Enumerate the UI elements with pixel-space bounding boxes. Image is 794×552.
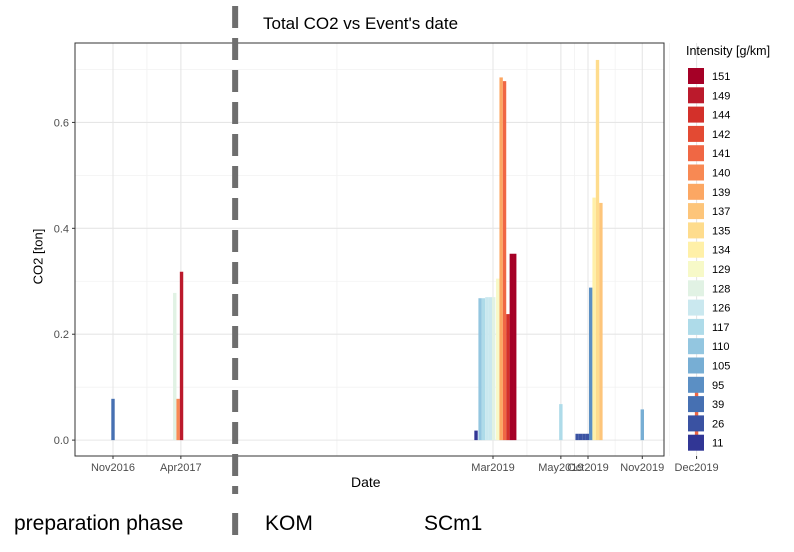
legend-swatch-134 [688, 241, 704, 258]
bar-intensity-140 [176, 398, 180, 441]
x-tick-label: Nov2019 [620, 462, 664, 474]
bar-intensity-141 [502, 81, 507, 441]
bar-intensity-134 [592, 197, 596, 441]
phase-label-scm1: SCm1 [424, 512, 483, 535]
bar-intensity-117 [481, 298, 486, 441]
legend-label-144: 144 [712, 110, 730, 122]
bar-intensity-26 [582, 433, 586, 441]
legend-label-11: 11 [712, 438, 723, 450]
legend-label-135: 135 [712, 225, 730, 237]
legend-title: Intensity [g/km] [686, 44, 771, 58]
legend-swatch-137 [688, 203, 704, 220]
legend-label-95: 95 [712, 380, 724, 392]
legend-label-26: 26 [712, 418, 724, 430]
legend-label-117: 117 [712, 322, 730, 334]
bar-intensity-139 [499, 77, 503, 441]
bar-intensity-129 [496, 278, 500, 441]
legend-swatch-117 [688, 318, 704, 335]
x-tick-label: Dec2019 [675, 462, 719, 474]
legend-swatch-142 [688, 125, 704, 142]
bar-intensity-26 [575, 433, 579, 441]
x-tick-label: Oct2019 [567, 462, 609, 474]
legend-label-137: 137 [712, 206, 730, 218]
legend-label-151: 151 [712, 71, 730, 83]
x-axis-label: Date [351, 474, 381, 490]
bar-intensity-110 [478, 298, 482, 441]
bar-intensity-144 [506, 314, 510, 441]
bar-intensity-151 [513, 253, 517, 441]
bar-intensity-11 [474, 430, 478, 441]
chart-title: Total CO2 vs Event's date [263, 14, 459, 33]
bar-intensity-126 [485, 297, 489, 441]
x-tick-label: Mar2019 [471, 462, 514, 474]
legend-label-139: 139 [712, 187, 730, 199]
bar-intensity-149 [179, 271, 184, 441]
x-tick-label: Apr2017 [160, 462, 202, 474]
bar-intensity-126 [488, 297, 492, 441]
legend-label-39: 39 [712, 399, 724, 411]
bar-intensity-135 [595, 59, 600, 441]
bar-intensity-151 [509, 253, 514, 441]
bar-intensity-128 [173, 292, 177, 441]
legend-swatch-149 [688, 87, 704, 104]
legend-label-129: 129 [712, 264, 730, 276]
x-tick-label: Nov2016 [91, 462, 135, 474]
bar-intensity-26 [585, 433, 590, 441]
legend-swatch-11 [688, 434, 704, 451]
bar-intensity-26 [578, 433, 583, 441]
legend-swatch-144 [688, 106, 704, 123]
legend-label-149: 149 [712, 90, 730, 102]
legend-label-140: 140 [712, 168, 730, 180]
y-tick-label: 0.0 [54, 435, 69, 447]
legend-swatch-141 [688, 145, 704, 162]
legend-label-110: 110 [712, 341, 730, 353]
legend-label-126: 126 [712, 303, 730, 315]
legend-swatch-139 [688, 183, 704, 200]
legend-swatch-126 [688, 299, 704, 316]
bar-intensity-128 [491, 297, 496, 441]
legend-swatch-135 [688, 222, 704, 239]
bar-intensity-105 [640, 409, 644, 441]
x-tick-label: May2019 [538, 462, 583, 474]
bar-intensity-137 [599, 202, 603, 441]
y-tick-label: 0.6 [54, 117, 69, 129]
phase-label-preparation: preparation phase [14, 512, 184, 535]
bar-intensity-39 [111, 398, 115, 441]
legend-swatch-95 [688, 376, 704, 393]
legend-swatch-129 [688, 261, 704, 277]
legend-label-141: 141 [712, 148, 730, 160]
y-tick-label: 0.4 [54, 223, 69, 235]
legend-swatch-39 [688, 396, 704, 413]
bar-intensity-95 [589, 287, 593, 441]
legend-swatch-140 [688, 164, 704, 181]
legend-label-134: 134 [712, 245, 730, 257]
legend-swatch-151 [688, 68, 704, 84]
phase-label-kom: KOM [265, 512, 313, 535]
bar-intensity-117 [559, 404, 563, 441]
y-axis-label: CO2 [ton] [30, 228, 46, 285]
legend-swatch-128 [688, 280, 704, 297]
legend-label-142: 142 [712, 129, 730, 141]
y-tick-label: 0.2 [54, 329, 69, 341]
legend-swatch-26 [688, 415, 704, 432]
plot-panel-border [74, 42, 665, 457]
legend-swatch-105 [688, 357, 704, 374]
legend-label-128: 128 [712, 283, 730, 295]
legend-swatch-110 [688, 338, 704, 355]
legend-label-105: 105 [712, 361, 730, 373]
